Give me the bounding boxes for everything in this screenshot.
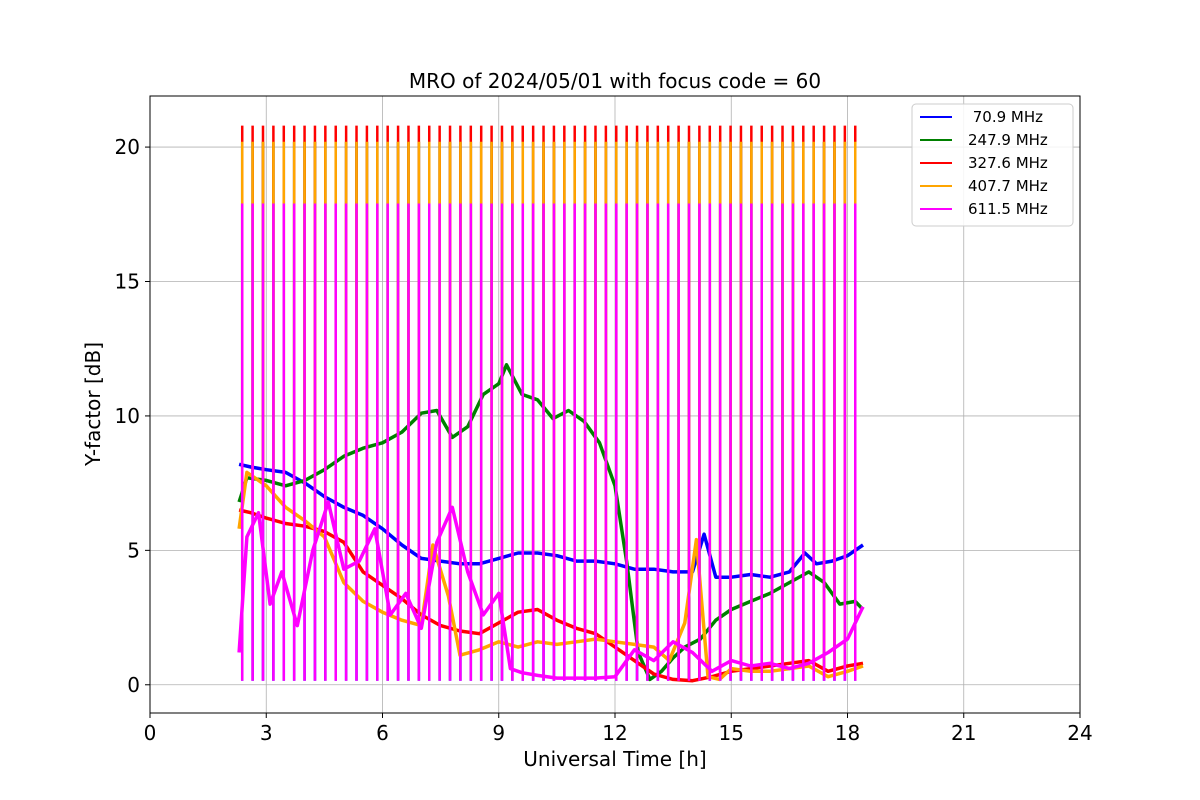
legend-box xyxy=(911,103,1074,227)
x-tick-label: 21 xyxy=(951,721,976,745)
legend-label: 407.7 MHz xyxy=(968,177,1048,195)
y-tick-label: 15 xyxy=(115,270,140,294)
y-tick-label: 0 xyxy=(127,673,140,697)
legend-label: 327.6 MHz xyxy=(968,154,1048,172)
x-tick-label: 15 xyxy=(719,721,744,745)
legend-label: 611.5 MHz xyxy=(968,200,1048,218)
y-tick-label: 5 xyxy=(127,538,140,562)
x-tick-label: 3 xyxy=(260,721,273,745)
legend-label: 70.9 MHz xyxy=(968,108,1043,126)
series-line-611-5-mhz xyxy=(237,500,865,680)
x-tick-label: 18 xyxy=(835,721,860,745)
chart-title: MRO of 2024/05/01 with focus code = 60 xyxy=(409,69,821,93)
y-axis-label: Y-factor [dB] xyxy=(81,342,105,467)
x-tick-label: 6 xyxy=(376,721,389,745)
series-line-327-6-mhz xyxy=(238,508,864,683)
x-tick-label: 12 xyxy=(602,721,627,745)
y-tick-label: 10 xyxy=(115,404,140,428)
y-tick-label: 20 xyxy=(115,135,140,159)
x-axis-label: Universal Time [h] xyxy=(523,747,706,771)
legend: 70.9 MHz 247.9 MHz 327.6 MHz 407.7 MHz 611.5… xyxy=(911,103,1074,227)
x-tick-label: 0 xyxy=(144,721,157,745)
legend-label: 247.9 MHz xyxy=(968,131,1048,149)
series-611-5-mhz xyxy=(237,203,865,681)
axis-ticks: 0 3 6 9 12 15 18 21 24 0 5 10 15 20 xyxy=(115,135,1093,745)
series-layer xyxy=(237,125,865,683)
x-tick-label: 9 xyxy=(492,721,505,745)
x-tick-label: 24 xyxy=(1067,721,1092,745)
